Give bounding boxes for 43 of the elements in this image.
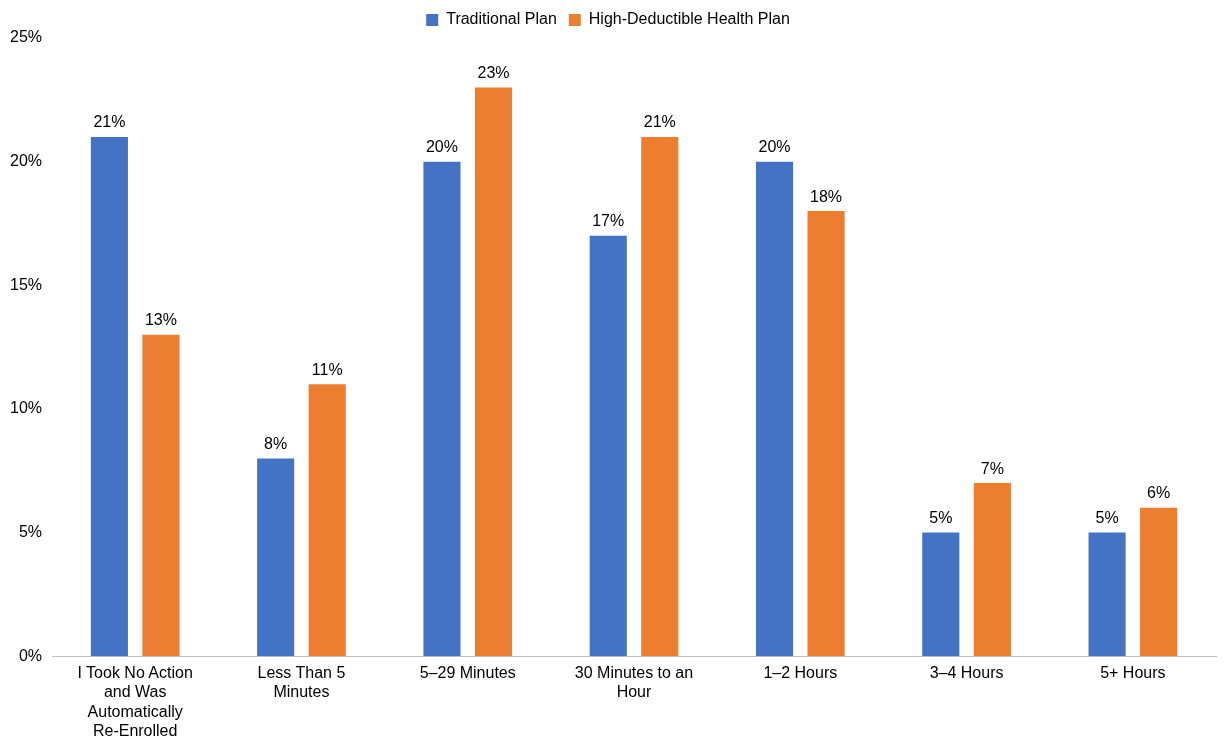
data-label: 8% bbox=[264, 434, 288, 452]
legend-label: Traditional Plan bbox=[446, 10, 557, 28]
y-tick-label: 5% bbox=[18, 522, 43, 540]
bar bbox=[308, 384, 346, 657]
data-label: 11% bbox=[311, 360, 343, 378]
bar bbox=[922, 532, 960, 657]
data-label: 21% bbox=[643, 113, 676, 131]
x-tick-label: 3–4 Hours bbox=[929, 664, 1004, 682]
y-tick-label: 25% bbox=[9, 28, 43, 46]
bar bbox=[423, 161, 461, 657]
x-tick-label: 5+ Hours bbox=[1100, 664, 1166, 682]
x-tick-label: 30 Minutes to an Hour bbox=[574, 664, 694, 701]
data-label: 5% bbox=[929, 508, 953, 526]
data-label: 6% bbox=[1147, 484, 1171, 502]
bar bbox=[589, 235, 627, 657]
data-label: 23% bbox=[477, 63, 510, 81]
bar bbox=[142, 334, 180, 657]
x-tick-label: Less Than 5 Minutes bbox=[257, 664, 346, 701]
data-label: 5% bbox=[1095, 508, 1119, 526]
legend-label: High-Deductible Health Plan bbox=[588, 10, 790, 28]
bar bbox=[257, 458, 295, 657]
data-label: 17% bbox=[592, 212, 625, 230]
y-tick-label: 0% bbox=[18, 646, 43, 664]
y-tick-label: 10% bbox=[9, 399, 43, 417]
bar bbox=[755, 161, 794, 657]
data-label: 13% bbox=[144, 311, 177, 329]
bar bbox=[973, 483, 1011, 657]
data-label: 7% bbox=[980, 459, 1004, 477]
data-label: 18% bbox=[810, 187, 843, 205]
data-label: 21% bbox=[93, 113, 126, 131]
data-label: 20% bbox=[758, 138, 791, 156]
bar bbox=[90, 136, 128, 657]
y-tick-label: 20% bbox=[9, 152, 43, 170]
bar bbox=[1088, 532, 1126, 657]
x-tick-label: 1–2 Hours bbox=[763, 664, 838, 682]
bar bbox=[474, 87, 513, 657]
bar bbox=[807, 211, 845, 657]
bar bbox=[641, 136, 679, 657]
x-tick-label: I Took No Action and Was Automatically Re-Enrolled bbox=[77, 664, 193, 739]
x-tick-label: 5–29 Minutes bbox=[419, 664, 516, 682]
y-tick-label: 15% bbox=[9, 275, 43, 293]
bar bbox=[1140, 507, 1178, 657]
data-label: 20% bbox=[425, 138, 458, 156]
